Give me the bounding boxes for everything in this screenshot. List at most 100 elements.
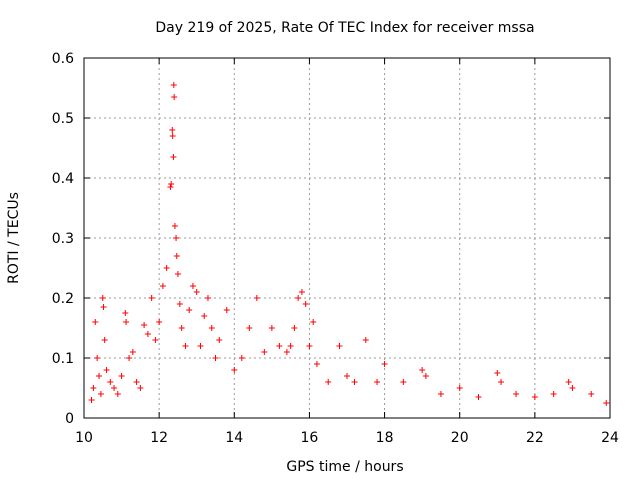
data-point — [133, 379, 140, 385]
data-point — [159, 283, 166, 289]
data-point — [422, 373, 429, 379]
data-point — [201, 313, 208, 319]
data-point — [400, 379, 407, 385]
data-point — [336, 343, 343, 349]
data-point — [302, 301, 309, 307]
data-point — [261, 349, 268, 355]
data-point — [498, 379, 505, 385]
y-tick-label: 0.2 — [52, 291, 74, 307]
data-point — [238, 355, 245, 361]
data-point — [107, 379, 114, 385]
data-point — [173, 253, 180, 259]
data-point — [167, 184, 174, 190]
y-tick-label: 0.1 — [52, 351, 74, 367]
data-point — [152, 337, 159, 343]
data-point — [90, 385, 97, 391]
y-tick-label: 0.5 — [52, 111, 74, 127]
data-point — [494, 370, 501, 376]
data-point — [111, 385, 118, 391]
data-point — [456, 385, 463, 391]
data-point — [310, 319, 317, 325]
y-tick-label: 0.3 — [52, 231, 74, 247]
data-point — [253, 295, 260, 301]
data-point — [246, 325, 253, 331]
data-point — [197, 343, 204, 349]
data-point — [100, 304, 107, 310]
grid-lines — [84, 58, 610, 418]
data-point — [588, 391, 595, 397]
data-point — [306, 343, 313, 349]
data-point — [216, 337, 223, 343]
data-point — [97, 391, 104, 397]
data-point — [129, 349, 136, 355]
data-point — [208, 325, 215, 331]
data-point — [148, 295, 155, 301]
data-point — [204, 295, 211, 301]
y-tick-label: 0 — [65, 411, 74, 427]
data-point — [231, 367, 238, 373]
data-point — [283, 349, 290, 355]
data-point — [94, 355, 101, 361]
data-point — [174, 271, 181, 277]
data-point — [603, 400, 610, 406]
data-point — [173, 235, 180, 241]
data-point — [92, 319, 99, 325]
data-point — [141, 322, 148, 328]
data-point — [176, 301, 183, 307]
data-point — [313, 361, 320, 367]
chart-title: Day 219 of 2025, Rate Of TEC Index for r… — [155, 20, 534, 36]
data-point — [122, 310, 129, 316]
data-point — [169, 127, 176, 133]
data-point — [565, 379, 572, 385]
data-point — [419, 367, 426, 373]
data-point — [171, 94, 178, 100]
data-point — [118, 373, 125, 379]
data-point — [298, 289, 305, 295]
x-tick-label: 24 — [601, 430, 619, 446]
y-tick-label: 0.4 — [52, 171, 74, 187]
data-point — [550, 391, 557, 397]
data-point — [381, 361, 388, 367]
x-tick-label: 12 — [150, 430, 168, 446]
data-point — [513, 391, 520, 397]
data-point — [178, 325, 185, 331]
data-point — [96, 373, 103, 379]
x-tick-label: 18 — [376, 430, 394, 446]
data-point — [137, 385, 144, 391]
data-point — [475, 394, 482, 400]
data-point — [325, 379, 332, 385]
data-point — [295, 295, 302, 301]
data-point — [169, 133, 176, 139]
data-point — [123, 319, 130, 325]
data-point — [287, 343, 294, 349]
data-point — [163, 265, 170, 271]
data-point — [114, 391, 121, 397]
x-tick-label: 16 — [301, 430, 319, 446]
data-point — [437, 391, 444, 397]
data-point — [126, 355, 133, 361]
data-point — [223, 307, 230, 313]
data-point — [189, 283, 196, 289]
data-point — [168, 181, 175, 187]
plot-frame — [83, 57, 611, 419]
data-point — [170, 82, 177, 88]
data-point — [351, 379, 358, 385]
data-point — [186, 307, 193, 313]
data-point — [212, 355, 219, 361]
x-tick-label: 20 — [451, 430, 469, 446]
data-point — [103, 367, 110, 373]
data-point — [171, 223, 178, 229]
data-point — [531, 394, 538, 400]
data-point — [156, 319, 163, 325]
y-tick-label: 0.6 — [52, 51, 74, 67]
x-axis-label: GPS time / hours — [286, 459, 403, 475]
data-point — [99, 295, 106, 301]
x-tick-label: 10 — [75, 430, 93, 446]
data-point — [344, 373, 350, 379]
axis-ticks: 10 12 14 16 18 20 22 24 0 0.1 0.2 0.3 0.4 0.5 0.6 — [52, 51, 619, 446]
data-point — [291, 325, 298, 331]
data-points — [88, 82, 610, 406]
x-tick-label: 14 — [225, 430, 243, 446]
